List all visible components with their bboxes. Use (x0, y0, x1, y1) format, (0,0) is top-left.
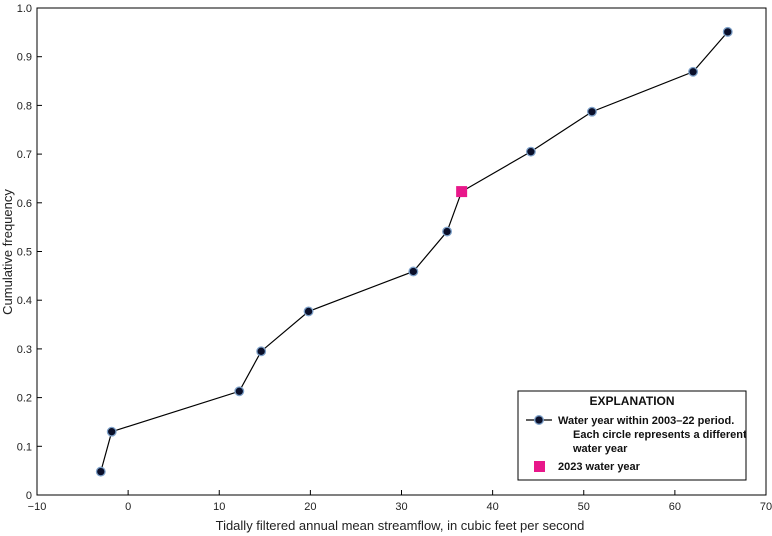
y-tick-label: 0 (26, 490, 32, 502)
water-year-point (688, 66, 699, 77)
y-tick-label: 0.2 (17, 393, 32, 405)
series-layer (95, 26, 733, 477)
x-tick-label: 70 (760, 501, 772, 513)
legend-series-2-label: 2023 water year (558, 461, 641, 473)
series-line (100, 31, 729, 472)
y-axis-title: Cumulative frequency (0, 189, 15, 315)
water-year-point (303, 306, 314, 317)
water-year-point (442, 226, 453, 237)
legend-series-1-line-2: Each circle represents a different (573, 429, 747, 441)
x-tick-label: 0 (125, 501, 131, 513)
y-tick-label: 0.9 (17, 52, 32, 64)
x-tick-label: 50 (578, 501, 590, 513)
water-year-point (525, 146, 536, 157)
water-year-point (106, 426, 117, 437)
water-year-point (408, 266, 419, 277)
y-tick-label: 0.6 (17, 198, 32, 210)
x-tick-label: 40 (487, 501, 499, 513)
x-tick-label: 60 (669, 501, 681, 513)
legend-title: EXPLANATION (589, 394, 674, 408)
water-year-2023-point (456, 186, 468, 198)
y-tick-label: 0.8 (17, 100, 32, 112)
x-tick-label: −10 (28, 501, 47, 513)
x-tick-label: 30 (395, 501, 407, 513)
y-tick-label: 0.7 (17, 149, 32, 161)
water-year-point (722, 26, 733, 37)
y-axis: 0 0.1 0.2 0.3 0.4 0.5 0.6 0.7 0.8 0.9 1.0 (17, 3, 42, 502)
y-tick-label: 1.0 (17, 3, 32, 15)
x-axis: −10 0 10 20 30 40 50 60 70 (28, 490, 772, 513)
legend-box (517, 390, 747, 481)
legend: EXPLANATION Water year within 2003–22 pe… (517, 390, 747, 481)
legend-circle-marker (534, 415, 544, 425)
x-axis-title: Tidally filtered annual mean streamflow,… (216, 518, 585, 533)
x-tick-label: 10 (213, 501, 225, 513)
y-tick-label: 0.3 (17, 344, 32, 356)
x-tick-label: 20 (304, 501, 316, 513)
y-tick-label: 0.1 (17, 441, 32, 453)
water-year-point (587, 106, 597, 117)
water-year-point (95, 466, 106, 477)
y-tick-label: 0.5 (17, 247, 32, 259)
legend-square-marker (534, 461, 545, 472)
legend-series-1-line-3: water year (572, 443, 628, 455)
water-year-point (234, 386, 245, 397)
y-tick-label: 0.4 (17, 295, 32, 307)
water-year-point (256, 346, 267, 357)
legend-series-1-line-1: Water year within 2003–22 period. (558, 415, 734, 427)
